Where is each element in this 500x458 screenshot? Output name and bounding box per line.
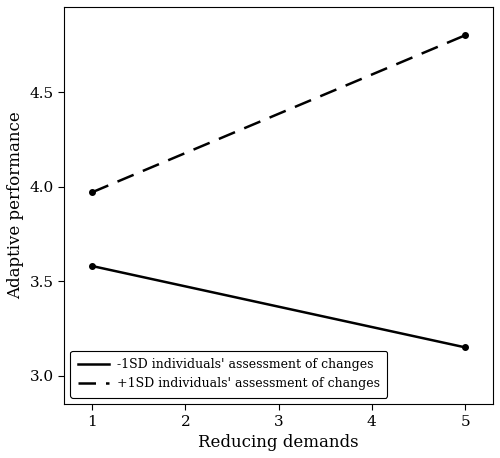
X-axis label: Reducing demands: Reducing demands — [198, 434, 359, 451]
Legend: -1SD individuals' assessment of changes, +1SD individuals' assessment of changes: -1SD individuals' assessment of changes,… — [70, 350, 387, 398]
Y-axis label: Adaptive performance: Adaptive performance — [7, 112, 24, 300]
